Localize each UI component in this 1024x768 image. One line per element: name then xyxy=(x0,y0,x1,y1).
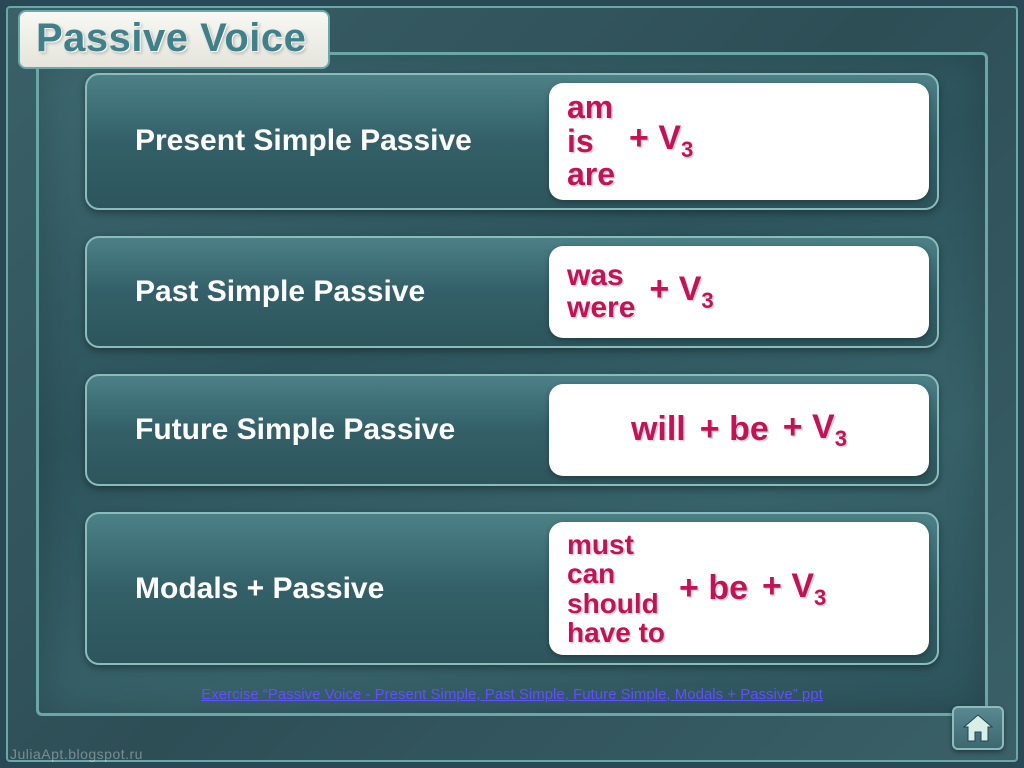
tense-label: Past Simple Passive xyxy=(95,246,549,338)
tense-label: Future Simple Passive xyxy=(95,384,549,476)
aux-word: should xyxy=(567,589,665,618)
tense-row-future: Future Simple Passive will + be + V3 xyxy=(85,374,939,486)
tense-label: Modals + Passive xyxy=(95,522,549,656)
aux-word: am xyxy=(567,91,615,125)
aux-word: must xyxy=(567,530,665,559)
exercise-link[interactable]: Exercise “Passive Voice - Present Simple… xyxy=(39,686,985,703)
plus-v3: + V3 xyxy=(649,270,713,314)
aux-stack: must can should have to xyxy=(567,530,665,648)
house-icon xyxy=(961,713,995,743)
tense-row-present: Present Simple Passive am is are + V3 xyxy=(85,73,939,210)
grammar-rows: Present Simple Passive am is are + V3 xyxy=(85,73,939,665)
formula-box: must can should have to + be + V3 xyxy=(549,522,929,656)
formula-box: will + be + V3 xyxy=(549,384,929,476)
home-button[interactable] xyxy=(952,706,1004,750)
tense-label: Present Simple Passive xyxy=(95,83,549,200)
aux-stack: am is are xyxy=(567,91,615,192)
aux-stack: was were xyxy=(567,260,635,323)
plus-v3: + V3 xyxy=(783,408,847,452)
formula-box: am is are + V3 xyxy=(549,83,929,200)
aux-word: was xyxy=(567,260,635,292)
tense-row-past: Past Simple Passive was were + V3 xyxy=(85,236,939,348)
aux-word: have to xyxy=(567,618,665,647)
formula-box: was were + V3 xyxy=(549,246,929,338)
title-badge: Passive Voice xyxy=(18,10,330,69)
plus-v3: + V3 xyxy=(762,567,826,611)
tense-row-modals: Modals + Passive must can should have to… xyxy=(85,512,939,666)
content-panel: Present Simple Passive am is are + V3 xyxy=(36,52,988,716)
watermark: JuliaApt.blogspot.ru xyxy=(10,746,143,762)
aux-word: are xyxy=(567,158,615,192)
be-word: + be xyxy=(679,569,748,608)
be-word: + be xyxy=(700,410,769,449)
aux-word: can xyxy=(567,559,665,588)
aux-word: were xyxy=(567,292,635,324)
outer-frame: Passive Voice Present Simple Passive am … xyxy=(6,6,1018,762)
plus-v3: + V3 xyxy=(629,119,693,163)
page-title: Passive Voice xyxy=(36,16,306,61)
aux-word: is xyxy=(567,125,615,159)
will-word: will xyxy=(631,410,686,449)
